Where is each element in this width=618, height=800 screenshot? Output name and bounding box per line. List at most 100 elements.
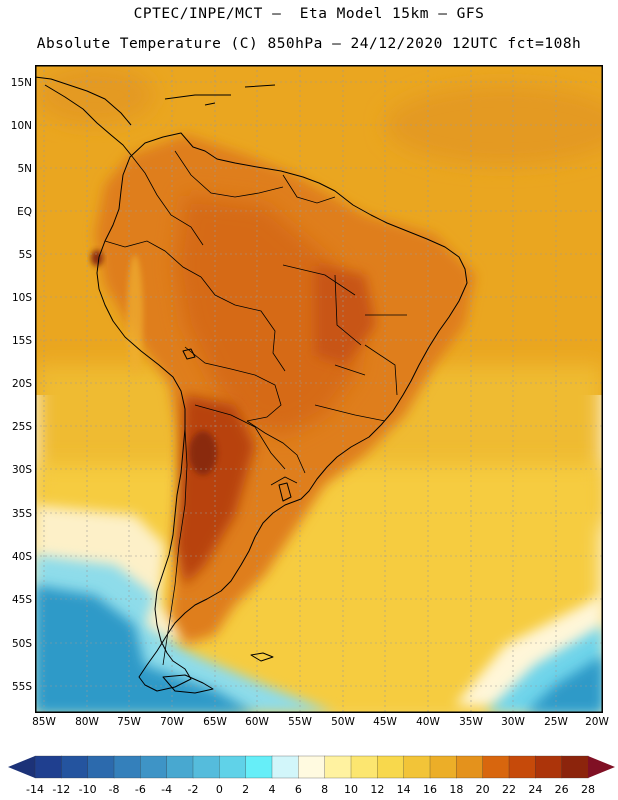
central-america-coast [44,84,132,156]
lon-label-65w: 65W [203,716,227,728]
central-america-coast-n [35,76,132,126]
lon-label-80w: 80W [75,716,99,728]
colorbar-label: 12 [370,783,385,796]
colorbar-box [429,755,457,779]
colorbar-box [350,755,378,779]
lon-label-40w: 40W [416,716,440,728]
colorbar-box [456,755,484,779]
colorbar-label: 22 [502,783,516,796]
map-frame [35,65,603,713]
border-ecuador-peru [104,240,202,278]
chart-title-line1: CPTEC/INPE/MCT – Eta Model 15km – GFS [133,6,485,22]
lon-label-70w: 70W [160,716,184,728]
lat-label-35s: 35S [11,508,32,520]
border-argentina-chile [162,428,188,666]
colorbar-label: -14 [26,783,44,796]
colorbar-label: 26 [554,783,569,796]
coastlines [35,76,468,694]
lat-label-15n: 15N [10,77,32,89]
colorbar-box [113,755,141,779]
colorbar-box [403,755,431,779]
border-venezuela [174,150,284,198]
lat-label-30s: 30S [11,464,32,476]
colorbar-label: 10 [344,783,358,796]
cold-pool-southeast [525,655,603,713]
tierra-del-fuego [162,674,214,694]
colorbar-label: 2 [242,783,250,796]
colorbar [8,755,615,779]
colorbar-label: 0 [215,783,223,796]
lat-label-5n: 5N [17,163,32,175]
lat-label-50s: 50S [11,638,32,650]
caribbean-islands [164,84,276,106]
lat-label-40s: 40S [11,551,32,563]
graticule [35,65,603,713]
brazil-states [282,264,407,422]
colorbar-label: -6 [134,783,146,796]
lat-label-15s: 15S [11,335,32,347]
lat-label-10n: 10N [10,120,32,132]
lat-label-45s: 45S [11,594,32,606]
colorbar-box [508,755,536,779]
lat-label-eq: EQ [17,206,32,218]
falklands [250,652,274,662]
lon-label-60w: 60W [245,716,269,728]
colorbar-box [87,755,115,779]
colorbar-box [34,755,62,779]
lat-label-20s: 20S [11,378,32,390]
warm-patch-atlantic [385,85,603,165]
colorbar-label: 18 [449,783,464,796]
colorbar-label: 24 [528,783,543,796]
colorbar-box [140,755,168,779]
temperature-map [35,65,603,713]
colorbar-box [561,755,589,779]
border-argentina-north [194,404,286,470]
colorbar-left-arrow [8,756,35,778]
lagoa-dos-patos [278,482,292,502]
colorbar-label: 20 [475,783,490,796]
colorbar-box [298,755,326,779]
interior-warmer [175,195,365,435]
cold-pool-south [35,585,255,713]
colorbar-label: 6 [294,783,302,796]
border-brazil-west [200,276,286,372]
colorbar-boxes [34,755,589,779]
colorbar-box [482,755,510,779]
colorbar-box [271,755,299,779]
colorbar-box [324,755,352,779]
colorbar-label: 4 [268,783,276,796]
lon-label-30w: 30W [501,716,525,728]
colorbar-label: 8 [321,783,329,796]
colorbar-box [245,755,273,779]
colorbar-label: -4 [161,783,173,796]
chart-title-line2: Absolute Temperature (C) 850hPa – 24/12/… [36,36,582,52]
lon-label-85w: 85W [32,716,56,728]
lon-label-25w: 25W [544,716,568,728]
lat-label-5s: 5S [18,249,32,261]
lat-label-25s: 25S [11,421,32,433]
colorbar-label: 16 [423,783,437,796]
colorbar-box [166,755,194,779]
lon-label-20w: 20W [585,716,609,728]
colorbar-box [535,755,563,779]
colorbar-box [192,755,220,779]
lat-label-10s: 10S [11,292,32,304]
colorbar-box [219,755,247,779]
lat-label-55s: 55S [11,681,32,693]
colorbar-label: 28 [581,783,595,796]
colorbar-label: -10 [78,783,97,796]
lon-label-55w: 55W [288,716,312,728]
border-uruguay [270,476,298,486]
lon-label-75w: 75W [117,716,141,728]
border-bolivia [184,346,282,422]
south-america-coastline [96,132,468,692]
colorbar-right-arrow [588,756,615,778]
colorbar-box [61,755,89,779]
colorbar-label: 14 [396,783,411,796]
colorbar-label: -12 [52,783,71,796]
country-borders [104,150,407,666]
border-colombia [130,154,204,246]
lon-label-45w: 45W [373,716,397,728]
border-guianas [282,174,336,204]
colorbar-label: -2 [187,783,199,796]
